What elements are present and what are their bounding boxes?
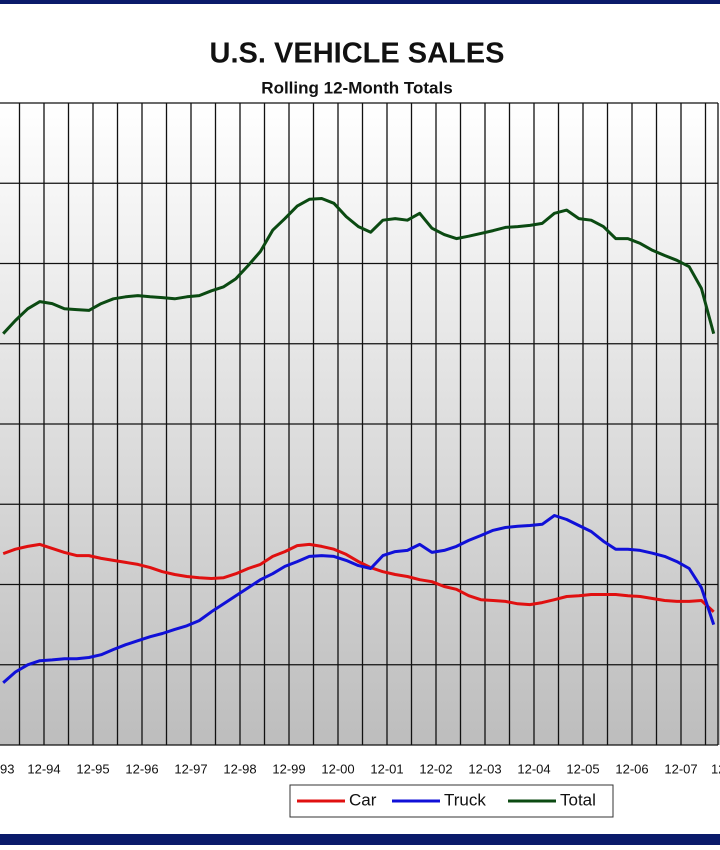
frame-top xyxy=(0,0,720,4)
x-tick-label: 12-07 xyxy=(664,761,697,776)
x-tick-label: 93 xyxy=(0,761,14,776)
x-tick-label: 12-01 xyxy=(370,761,403,776)
series-line xyxy=(2,197,716,335)
frame-bottom xyxy=(0,834,720,845)
legend-label: Car xyxy=(349,790,377,809)
x-tick-label: 12-06 xyxy=(615,761,648,776)
series-line xyxy=(2,514,716,684)
x-tick-label: 12-00 xyxy=(321,761,354,776)
chart-title: U.S. VEHICLE SALES xyxy=(210,38,505,70)
legend-label: Total xyxy=(560,790,596,809)
x-tick-label: 12-02 xyxy=(419,761,452,776)
legend-label: Truck xyxy=(444,790,486,809)
x-tick-label: 12-95 xyxy=(76,761,109,776)
x-tick-label: 12-03 xyxy=(468,761,501,776)
series-line xyxy=(2,542,715,613)
chart-subtitle: Rolling 12-Month Totals xyxy=(261,78,452,97)
x-tick-label: 12-04 xyxy=(517,761,550,776)
x-tick-label: 12-99 xyxy=(272,761,305,776)
x-tick-label: 12-05 xyxy=(566,761,599,776)
x-tick-label: 12-94 xyxy=(27,761,60,776)
x-tick-label: 12-98 xyxy=(223,761,256,776)
x-tick-label: 12-97 xyxy=(174,761,207,776)
x-tick-label: 12-96 xyxy=(125,761,158,776)
x-tick-label: 12 xyxy=(711,761,720,776)
